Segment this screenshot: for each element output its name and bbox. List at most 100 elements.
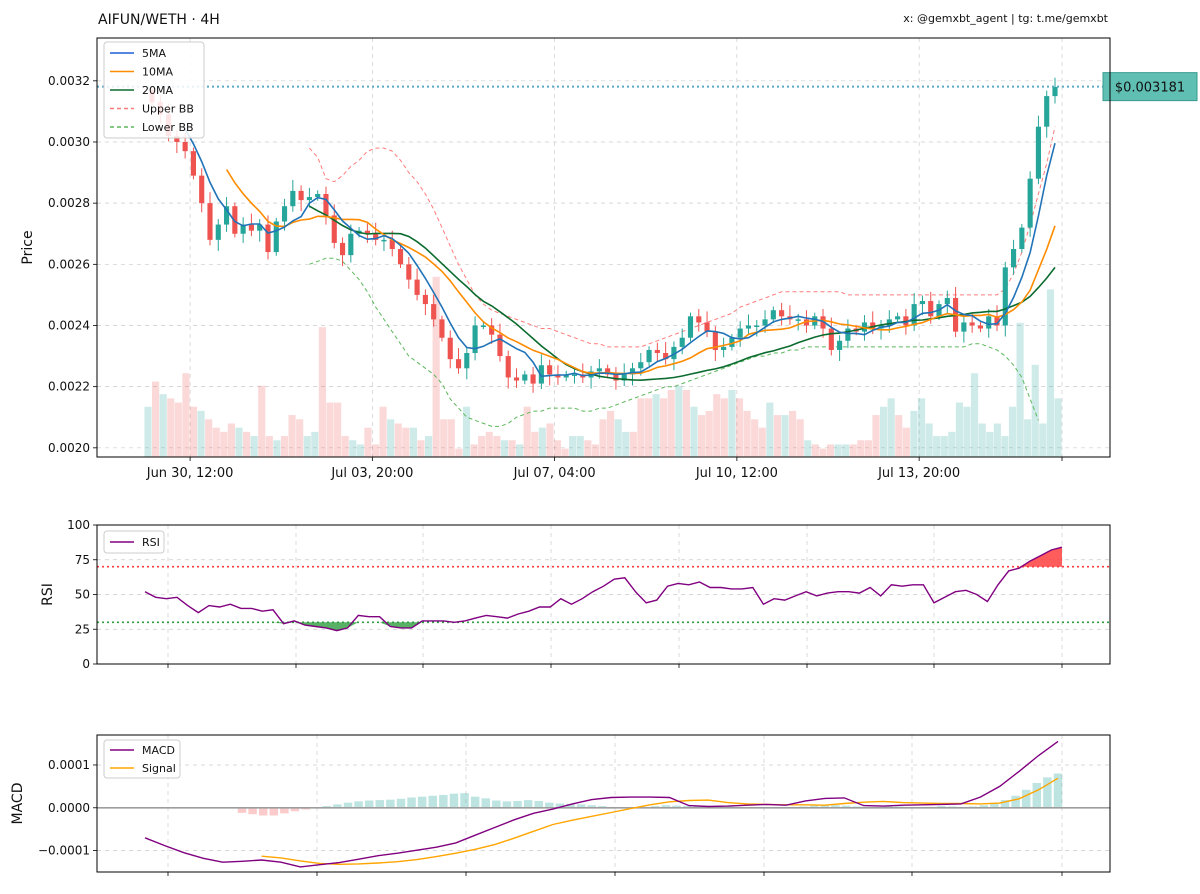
volume-bar (455, 448, 463, 457)
macd-hist-bar (1021, 789, 1031, 808)
volume-bar (955, 402, 963, 457)
macd-hist-bar (576, 804, 586, 808)
volume-bar (773, 415, 781, 457)
volume-bar (849, 444, 857, 457)
candle-up (737, 328, 743, 338)
rsi-legend-label: RSI (142, 536, 160, 549)
volume-bar (478, 436, 486, 457)
rsi-ytick-label: 25 (75, 622, 90, 636)
candle-up (522, 374, 528, 381)
volume-bar (971, 373, 979, 457)
volume-bar (182, 373, 190, 457)
macd-ytick-label: 0.0001 (48, 758, 90, 772)
rsi-frame (96, 524, 1111, 665)
candle-down (298, 190, 304, 201)
volume-bar (250, 436, 258, 457)
volume-bar (280, 436, 289, 457)
candle-down (928, 301, 934, 317)
macd-hist-bar (375, 800, 385, 808)
candle-up (306, 197, 312, 201)
candle-up (1035, 126, 1041, 179)
volume-bar (174, 402, 182, 457)
macd-hist-bar (566, 803, 575, 808)
candle-up (646, 349, 652, 363)
volume-bar (1046, 289, 1054, 457)
volume-bar (895, 415, 903, 457)
candle-up (986, 316, 992, 329)
candle-up (290, 190, 296, 207)
candle-down (331, 215, 337, 243)
macd-hist-bar (439, 794, 448, 808)
volume-bar (698, 415, 706, 457)
macd-hist-bar (513, 800, 522, 808)
rsi-ytick-label: 75 (75, 553, 90, 567)
candle-up (596, 368, 602, 372)
macd-hist-bar (269, 807, 279, 816)
macd-hist-bar (1043, 777, 1052, 808)
candle-down (190, 151, 196, 176)
candle-down (364, 230, 370, 234)
macd-hist-bar (937, 806, 946, 808)
volume-bar (842, 444, 850, 457)
volume-bar (561, 448, 569, 457)
chart-title: AIFUN/WETH · 4H (98, 12, 220, 28)
volume-bar (189, 406, 198, 457)
candle-up (480, 325, 486, 327)
volume-bar (409, 427, 417, 457)
candle-up (671, 346, 677, 360)
volume-bar (993, 423, 1001, 457)
volume-bar (766, 402, 774, 457)
volume-bar (933, 436, 941, 457)
macd-ytick-label: 0.0000 (48, 801, 90, 815)
candle-down (828, 328, 834, 350)
macd-hist-bar (280, 807, 289, 814)
volume-bar (258, 385, 266, 457)
candle-up (315, 193, 321, 198)
volume-bar (1054, 398, 1062, 457)
volume-bar (910, 410, 918, 457)
candle-down (505, 356, 511, 378)
macd-hist-bar (386, 799, 395, 808)
candle-down (199, 175, 205, 204)
volume-bar (485, 431, 493, 457)
volume-bar (462, 406, 471, 457)
candle-up (621, 374, 627, 381)
volume-bar (220, 431, 228, 457)
volume-bar (500, 440, 508, 457)
volume-bar (576, 436, 584, 457)
volume-bar (682, 389, 690, 457)
price-ytick-label: 0.0026 (48, 257, 90, 271)
volume-bar (713, 394, 721, 457)
candle-up (563, 374, 569, 378)
candle-up (944, 297, 950, 305)
macd-hist-bar (502, 801, 512, 808)
candle-up (895, 316, 901, 320)
candle-down (704, 322, 710, 332)
volume-bar (880, 406, 888, 457)
price-plot-area (97, 38, 1110, 457)
macd-hist-bar (301, 807, 310, 810)
macd-hist-bar (364, 800, 374, 808)
candle-down (530, 374, 536, 384)
volume-bar (743, 410, 751, 457)
volume-bar (629, 431, 637, 457)
candle-up (961, 322, 967, 332)
candle-down (397, 249, 404, 265)
candle-down (977, 325, 984, 329)
volume-bar (447, 419, 455, 457)
volume-bar (417, 440, 425, 457)
current-price-tag (1102, 72, 1198, 102)
candle-up (721, 346, 727, 350)
volume-bar (167, 398, 175, 457)
volume-bar (834, 444, 842, 457)
price-xtick-label: Jul 07, 04:00 (513, 466, 596, 481)
candle-up (1019, 227, 1025, 250)
candle-up (845, 328, 851, 341)
volume-bar (227, 423, 235, 457)
candle-down (422, 294, 428, 305)
candle-up (571, 374, 578, 376)
candle-down (447, 337, 453, 360)
macd-hist-bar (322, 806, 332, 808)
candle-up (638, 362, 644, 369)
candle-up (729, 337, 735, 347)
